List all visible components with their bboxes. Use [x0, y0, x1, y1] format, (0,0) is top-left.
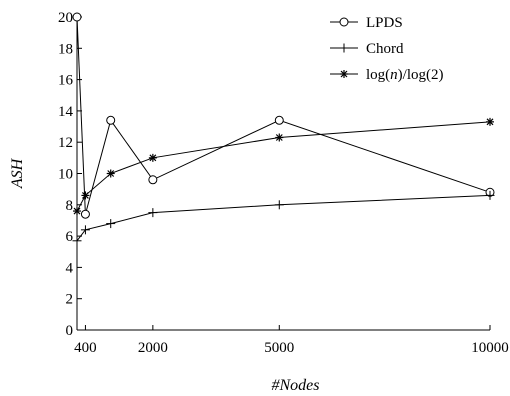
y-tick-label: 12	[58, 135, 73, 151]
y-tick-label: 6	[66, 229, 74, 245]
data-point	[274, 115, 284, 125]
data-point	[73, 207, 81, 216]
circle-marker-shape	[106, 115, 116, 125]
star-marker-d2	[486, 118, 494, 126]
y-tick-label: 18	[58, 41, 73, 57]
y-tick-label: 2	[66, 292, 74, 308]
series-line	[76, 121, 491, 212]
data-point	[275, 133, 284, 142]
x-tick-label: 5000	[264, 340, 294, 356]
legend-label: Chord	[366, 41, 404, 57]
y-tick-label: 16	[58, 73, 74, 89]
legend-marker	[339, 17, 349, 27]
series-line	[76, 16, 491, 215]
legend-marker	[339, 43, 349, 53]
y-tick-label: 8	[66, 198, 74, 214]
circle-marker-shape	[148, 175, 158, 185]
legend-label: log(n)/log(2)	[366, 67, 444, 83]
y-tick-label: 4	[66, 260, 74, 276]
y-tick-label: 10	[58, 167, 73, 183]
data-point	[148, 208, 158, 218]
data-point	[81, 191, 90, 200]
series-2	[73, 117, 494, 216]
legend: LPDS Chord log(n)/log(2)	[330, 15, 444, 83]
y-tick-label: 0	[66, 323, 74, 339]
x-tick-label: 2000	[138, 340, 168, 356]
y-tick-label: 14	[58, 104, 74, 120]
data-point	[72, 12, 82, 22]
legend-label-part: n	[390, 67, 398, 83]
series-0	[72, 12, 495, 219]
data-point	[148, 153, 157, 162]
legend-label-part: log(	[366, 67, 390, 83]
circle-marker-shape	[80, 209, 90, 219]
star-marker-d2	[149, 154, 157, 162]
data-point	[486, 117, 494, 126]
data-point	[106, 219, 116, 229]
star-marker-d2	[340, 70, 348, 78]
legend-marker	[340, 70, 348, 78]
legend-item: LPDS	[330, 15, 403, 31]
data-point	[485, 190, 495, 200]
circle-marker-shape	[339, 17, 349, 27]
star-marker-d2	[275, 134, 283, 141]
circle-marker-shape	[72, 12, 82, 22]
legend-label: LPDS	[366, 15, 403, 31]
star-marker-d2	[82, 191, 89, 199]
data-point	[72, 236, 82, 246]
data-point	[80, 209, 90, 219]
data-point	[80, 225, 90, 235]
series-1	[72, 190, 495, 246]
legend-label-part: )/log(2)	[398, 67, 444, 83]
data-point	[148, 175, 158, 185]
series-line	[76, 194, 491, 242]
x-axis-label: #Nodes	[272, 377, 320, 394]
star-marker-d2	[73, 207, 81, 215]
data-point	[274, 200, 284, 210]
axes: 0 2 4 6 8 10 12 14 16 18 20 400 2000 5000 10000	[58, 10, 509, 356]
legend-item: log(n)/log(2)	[330, 67, 444, 83]
x-tick-label: 400	[74, 340, 97, 356]
legend-item: Chord	[330, 41, 404, 57]
x-tick-label: 10000	[471, 340, 509, 356]
data-point	[106, 169, 115, 178]
series-layer	[72, 12, 495, 246]
data-point	[106, 115, 116, 125]
y-axis-label: ASH	[9, 157, 26, 189]
star-marker-d2	[107, 170, 115, 177]
circle-marker-shape	[274, 115, 284, 125]
y-tick-label: 20	[58, 10, 73, 26]
